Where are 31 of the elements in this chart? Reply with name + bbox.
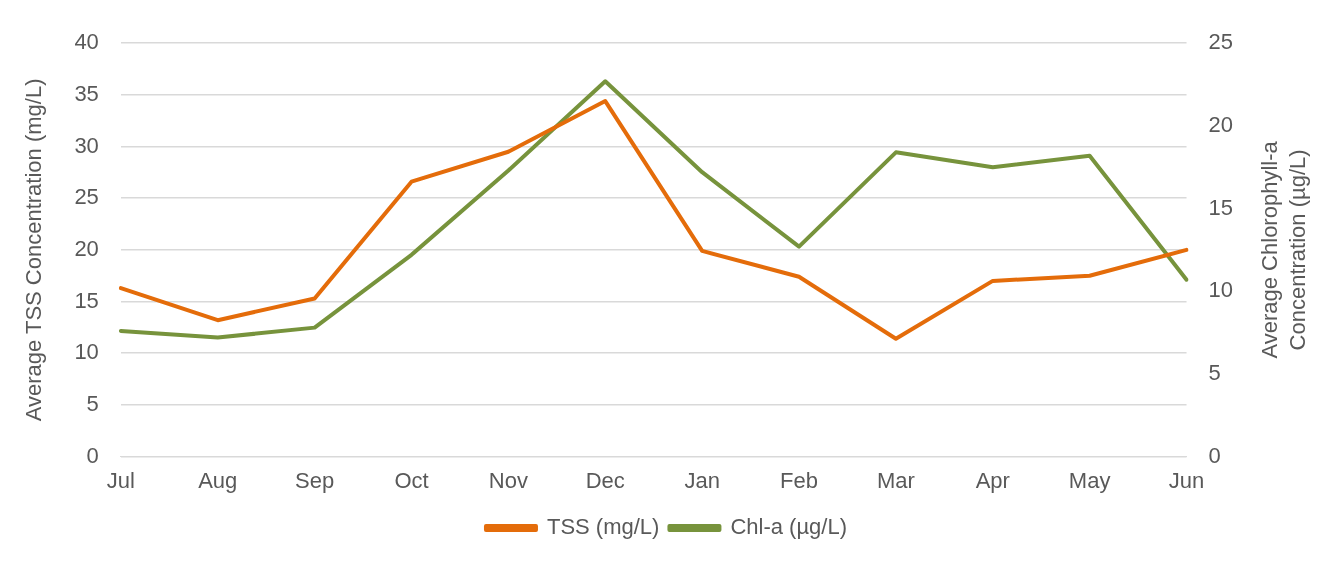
x-tick-label: Jan xyxy=(684,467,720,493)
y2-tick-label: 20 xyxy=(1208,111,1234,137)
x-tick-label: Jul xyxy=(106,467,135,493)
y-axis-title: Average TSS Concentration (mg/L) xyxy=(21,78,47,422)
legend-label: TSS (mg/L) xyxy=(546,514,660,540)
x-tick-label: Feb xyxy=(780,467,818,493)
x-tick-label: Jun xyxy=(1168,467,1205,493)
y2-tick-label: 15 xyxy=(1208,194,1234,220)
x-tick-label: Dec xyxy=(585,467,625,493)
y-tick-label: 30 xyxy=(74,132,99,158)
y-tick-label: 20 xyxy=(74,235,99,261)
x-tick-label: Oct xyxy=(394,467,429,493)
y-tick-label: 35 xyxy=(74,80,99,106)
x-tick-label: Sep xyxy=(295,467,335,493)
y-tick-label: 10 xyxy=(74,339,99,365)
x-tick-label: Aug xyxy=(198,467,238,493)
y2-tick-label: 5 xyxy=(1208,359,1221,385)
y2-tick-label: 25 xyxy=(1208,29,1234,55)
x-tick-label: Apr xyxy=(975,467,1010,493)
legend-label: Chl-a (µg/L) xyxy=(730,514,848,540)
x-tick-label: Mar xyxy=(876,467,915,493)
y-tick-label: 15 xyxy=(74,287,99,313)
x-tick-label: Nov xyxy=(488,467,528,493)
y-tick-label: 25 xyxy=(74,184,99,210)
y-tick-label: 5 xyxy=(86,390,99,416)
y2-tick-label: 0 xyxy=(1208,442,1221,468)
y2-tick-label: 10 xyxy=(1208,277,1234,303)
y-tick-label: 0 xyxy=(86,442,99,468)
y2-axis-title: Average Chlorophyll-a Concentration (µg/L) xyxy=(1257,140,1311,359)
x-tick-label: May xyxy=(1068,467,1111,493)
y-tick-label: 40 xyxy=(74,29,99,55)
